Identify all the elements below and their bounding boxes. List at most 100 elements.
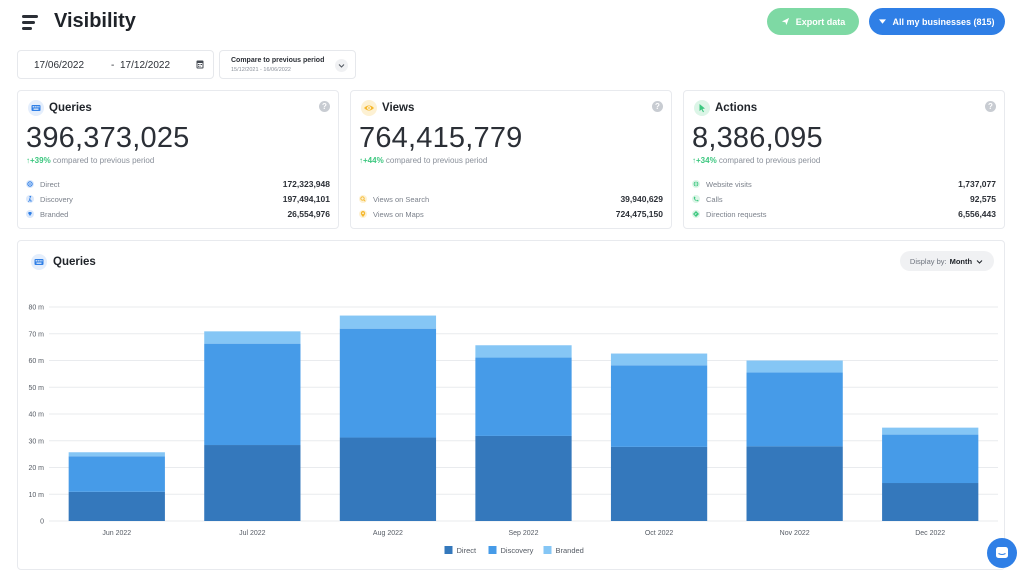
y-tick-label: 60 m	[28, 358, 44, 365]
compare-period-dropdown[interactable]: Compare to previous period 15/12/2021 - …	[219, 50, 356, 79]
y-tick-label: 30 m	[28, 438, 44, 445]
metric-label: Views on Maps	[373, 210, 424, 219]
keyboard-icon	[28, 100, 44, 116]
actions-summary-card: Actions ? 8,386,095 ↑+34% compared to pr…	[683, 90, 1005, 229]
target-icon	[26, 180, 34, 188]
metric-value: 197,494,101	[282, 194, 330, 204]
header-bar: Visibility Export data All my businesses…	[0, 0, 1024, 44]
export-data-button[interactable]: Export data	[767, 8, 859, 35]
bar-segment-discovery	[339, 328, 437, 438]
bar-segment-discovery	[882, 434, 979, 484]
calendar-icon	[196, 60, 204, 69]
legend-label: Direct	[457, 546, 478, 555]
bar-segment-discovery	[475, 357, 572, 436]
diamond-icon	[26, 210, 34, 218]
y-tick-label: 70 m	[28, 331, 44, 338]
chart-title: Queries	[53, 256, 96, 268]
metric-label: Views on Search	[373, 195, 430, 204]
y-tick-label: 0	[40, 519, 44, 526]
bar-segment-discovery	[746, 372, 843, 447]
metric-label: Discovery	[40, 195, 73, 204]
map-pin-icon	[359, 210, 367, 218]
card-title: Actions	[715, 102, 758, 114]
x-tick-label: Oct 2022	[645, 530, 674, 537]
send-icon	[781, 17, 789, 26]
card-delta: ↑+34% compared to previous period	[692, 156, 820, 165]
bar-segment-discovery	[610, 365, 708, 447]
delta-percent: +44%	[363, 156, 384, 165]
chat-support-button[interactable]	[987, 538, 1017, 568]
y-tick-label: 80 m	[28, 305, 44, 312]
date-separator: -	[111, 60, 115, 71]
date-to-value: 17/12/2022	[120, 60, 171, 71]
arrow-up-icon: ↑	[359, 156, 363, 165]
business-selector-button[interactable]: All my businesses (815)	[869, 8, 1005, 35]
y-tick-label: 50 m	[28, 385, 44, 392]
delta-text: compared to previous period	[718, 156, 821, 165]
phone-icon	[692, 195, 700, 203]
directions-icon	[692, 210, 700, 218]
x-tick-label: Jul 2022	[239, 530, 266, 537]
bar-segment-direct	[610, 446, 708, 521]
metric-value: 39,940,629	[620, 194, 663, 204]
display-by-dropdown[interactable]: Display by: Month	[900, 251, 994, 271]
legend-label: Discovery	[501, 546, 534, 555]
x-tick-label: Jun 2022	[102, 530, 131, 537]
delta-text: compared to previous period	[385, 156, 488, 165]
help-icon[interactable]: ?	[985, 101, 996, 112]
card-title: Queries	[49, 102, 92, 114]
legend-label: Branded	[556, 546, 584, 555]
bar-segment-branded	[746, 360, 843, 373]
help-icon[interactable]: ?	[319, 101, 330, 112]
metric-row-website-visits: Website visits 1,737,077	[692, 179, 996, 191]
business-selector-label: All my businesses (815)	[892, 16, 995, 27]
keyboard-icon	[31, 254, 47, 270]
metric-value: 724,475,150	[615, 209, 663, 219]
metric-row-calls: Calls 92,575	[692, 194, 996, 206]
delta-percent: +39%	[30, 156, 51, 165]
bar-segment-discovery	[204, 343, 301, 446]
legend-swatch	[488, 546, 497, 554]
date-range-picker[interactable]: 17/06/2022 - 17/12/2022	[17, 50, 214, 79]
views-summary-card: Views ? 764,415,779 ↑+44% compared to pr…	[350, 90, 672, 229]
bar-segment-direct	[204, 445, 301, 521]
bar-segment-discovery	[68, 456, 165, 492]
card-delta: ↑+39% compared to previous period	[26, 156, 154, 165]
metric-row-direct: Direct 172,323,948	[26, 179, 330, 191]
card-title: Views	[382, 102, 415, 114]
card-total: 764,415,779	[359, 122, 523, 154]
legend-swatch	[444, 546, 453, 554]
metric-row-direction-requests: Direction requests 6,556,443	[692, 209, 996, 221]
metric-label: Direct	[40, 180, 60, 189]
y-tick-label: 40 m	[28, 412, 44, 419]
metric-row-views-maps: Views on Maps 724,475,150	[359, 209, 663, 221]
x-tick-label: Aug 2022	[373, 530, 403, 537]
metric-label: Direction requests	[706, 210, 767, 219]
bar-segment-direct	[882, 483, 979, 521]
eye-icon	[361, 100, 377, 116]
globe-icon	[692, 180, 700, 188]
page-title: Visibility	[54, 10, 136, 32]
bar-segment-direct	[339, 437, 437, 521]
delta-text: compared to previous period	[52, 156, 155, 165]
queries-stacked-bar-chart: 0 10 m 20 m 30 m 40 m 50 m 60 m 70 m 80 m Jun 202…	[28, 305, 998, 555]
metric-value: 6,556,443	[958, 209, 996, 219]
bar-segment-branded	[610, 353, 708, 366]
bar-segment-direct	[68, 491, 165, 521]
display-by-value: Month	[949, 256, 973, 266]
y-tick-label: 20 m	[28, 465, 44, 472]
delta-percent: +34%	[696, 156, 717, 165]
card-total: 8,386,095	[692, 122, 823, 154]
compare-title: Compare to previous period	[231, 57, 325, 64]
date-from-value: 17/06/2022	[34, 60, 85, 71]
metric-value: 1,737,077	[958, 179, 996, 189]
hamburger-menu-icon[interactable]	[22, 15, 40, 30]
metric-row-views-search: Views on Search 39,940,629	[359, 194, 663, 206]
queries-chart-card: Queries Display by: Month 0 10 m 20 m 30 m 4…	[17, 240, 1005, 570]
display-by-label: Display by:	[909, 256, 947, 266]
x-tick-label: Sep 2022	[509, 530, 539, 537]
cursor-icon	[694, 100, 710, 116]
help-icon[interactable]: ?	[652, 101, 663, 112]
metric-value: 172,323,948	[282, 179, 330, 189]
bar-segment-branded	[204, 331, 301, 344]
